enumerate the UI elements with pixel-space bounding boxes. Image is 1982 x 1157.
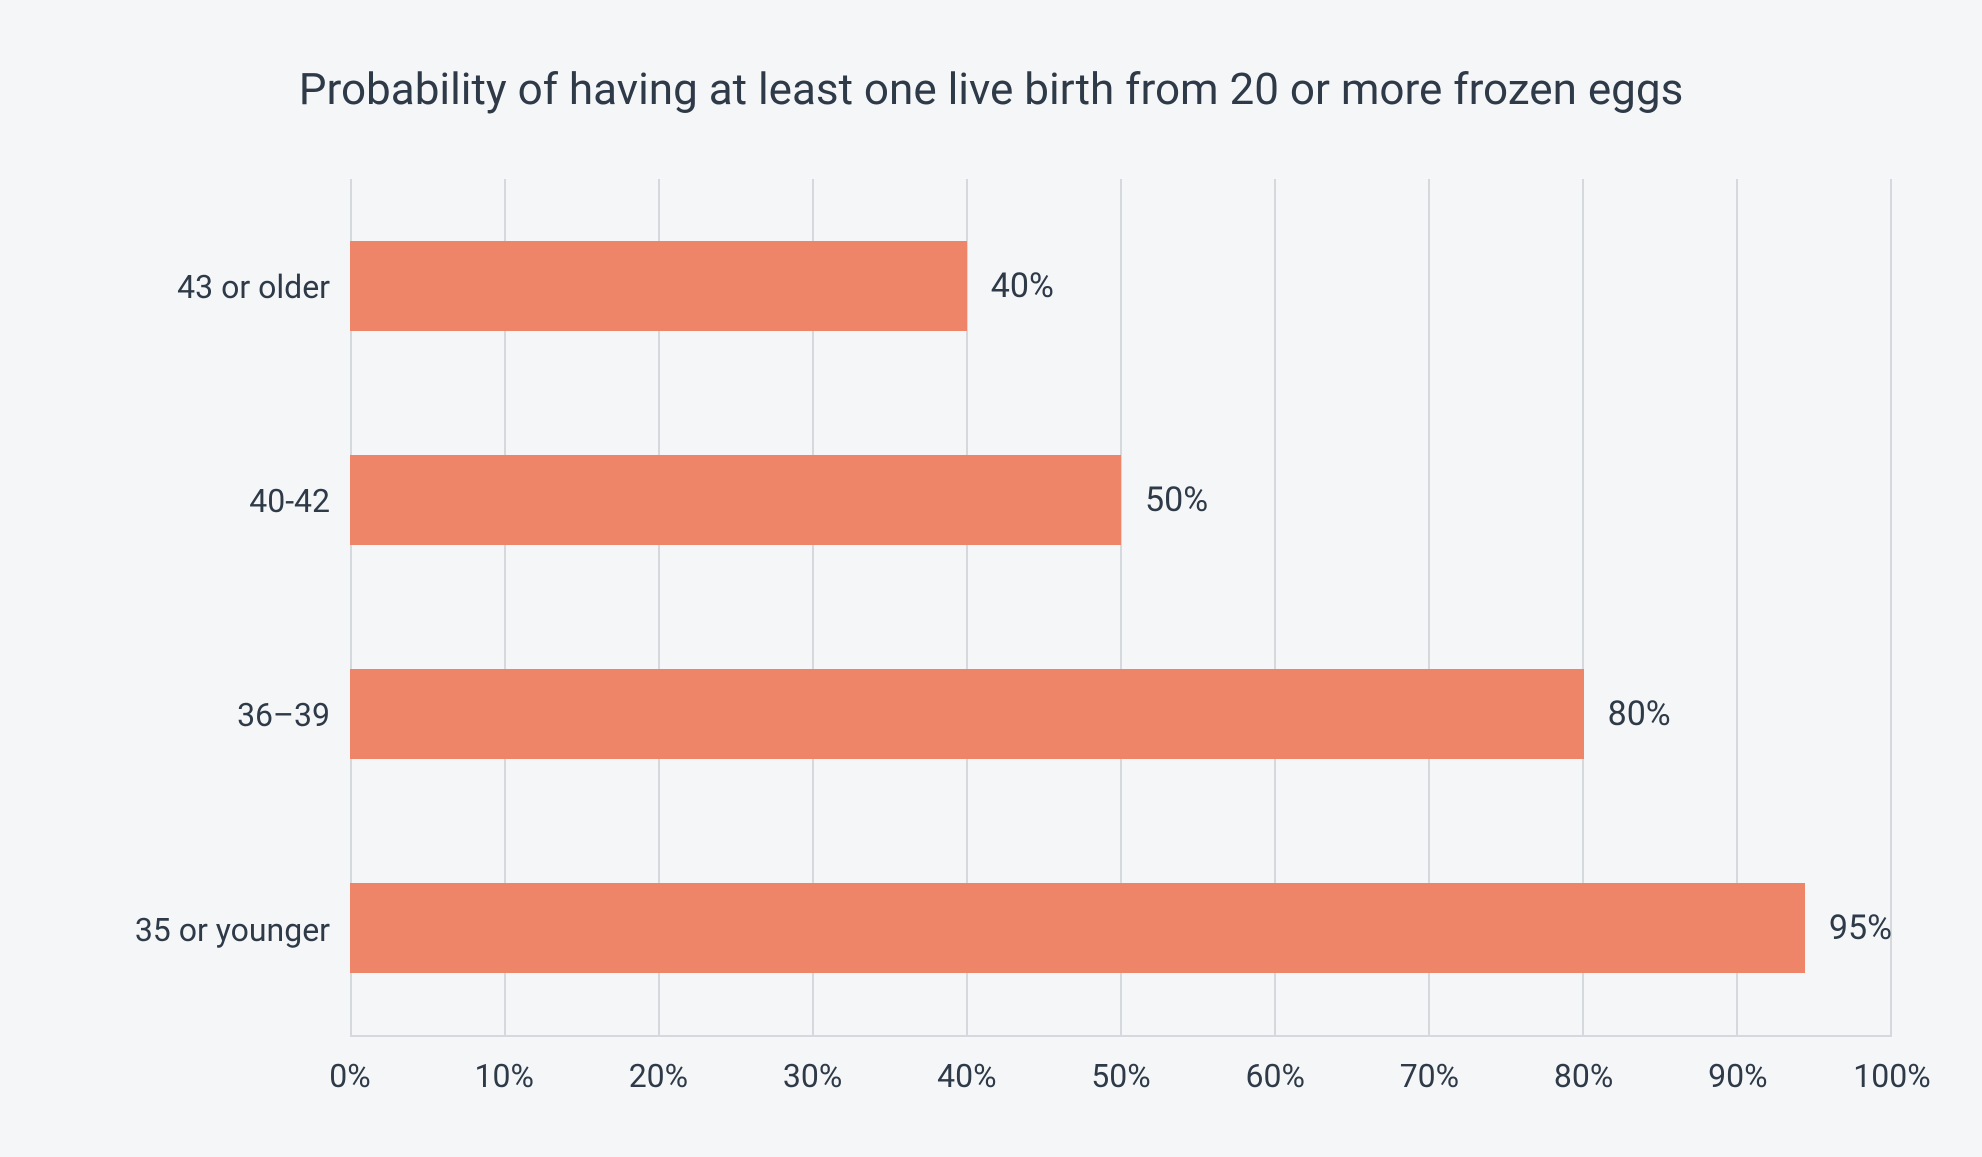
x-tick-label: 80% bbox=[1554, 1057, 1613, 1095]
x-axis-spacer bbox=[90, 1057, 350, 1097]
bar-row: 40% bbox=[350, 241, 1892, 331]
x-tick-label: 20% bbox=[629, 1057, 688, 1095]
x-tick-label: 100% bbox=[1853, 1057, 1930, 1095]
x-tick-label: 50% bbox=[1091, 1057, 1150, 1095]
x-axis: 0% 10% 20% 30% 40% 50% 60% 70% 80% 90% 1… bbox=[90, 1057, 1892, 1097]
chart-title: Probability of having at least one live … bbox=[299, 60, 1684, 119]
x-tick-label: 60% bbox=[1245, 1057, 1304, 1095]
bar bbox=[350, 669, 1584, 759]
bar bbox=[350, 241, 967, 331]
y-axis-labels: 43 or older 40-42 36–39 35 or younger bbox=[90, 179, 350, 1037]
bar-row: 50% bbox=[350, 455, 1892, 545]
x-axis-ticks: 0% 10% 20% 30% 40% 50% 60% 70% 80% 90% 1… bbox=[350, 1057, 1892, 1097]
x-tick-label: 10% bbox=[474, 1057, 533, 1095]
bar-value-label: 40% bbox=[991, 266, 1054, 306]
bar-value-label: 50% bbox=[1145, 480, 1208, 520]
bar-value-label: 80% bbox=[1608, 694, 1671, 734]
x-tick-label: 0% bbox=[329, 1057, 370, 1095]
y-label: 36–39 bbox=[90, 696, 330, 734]
bars-layer: 40% 50% 80% 95% bbox=[350, 179, 1892, 1035]
bar-row: 80% bbox=[350, 669, 1892, 759]
y-label: 40-42 bbox=[90, 482, 330, 520]
x-tick-label: 40% bbox=[937, 1057, 996, 1095]
bar bbox=[350, 455, 1121, 545]
x-tick-label: 70% bbox=[1400, 1057, 1459, 1095]
chart-grid: 40% 50% 80% 95% bbox=[350, 179, 1892, 1037]
bar bbox=[350, 883, 1805, 973]
plot-area: 43 or older 40-42 36–39 35 or younger bbox=[90, 179, 1892, 1037]
y-label: 35 or younger bbox=[90, 911, 330, 949]
x-tick-label: 90% bbox=[1708, 1057, 1767, 1095]
chart-container: Probability of having at least one live … bbox=[0, 0, 1982, 1157]
y-label: 43 or older bbox=[90, 268, 330, 306]
x-tick-label: 30% bbox=[783, 1057, 842, 1095]
bar-row: 95% bbox=[350, 883, 1892, 973]
bar-value-label: 95% bbox=[1829, 908, 1892, 948]
